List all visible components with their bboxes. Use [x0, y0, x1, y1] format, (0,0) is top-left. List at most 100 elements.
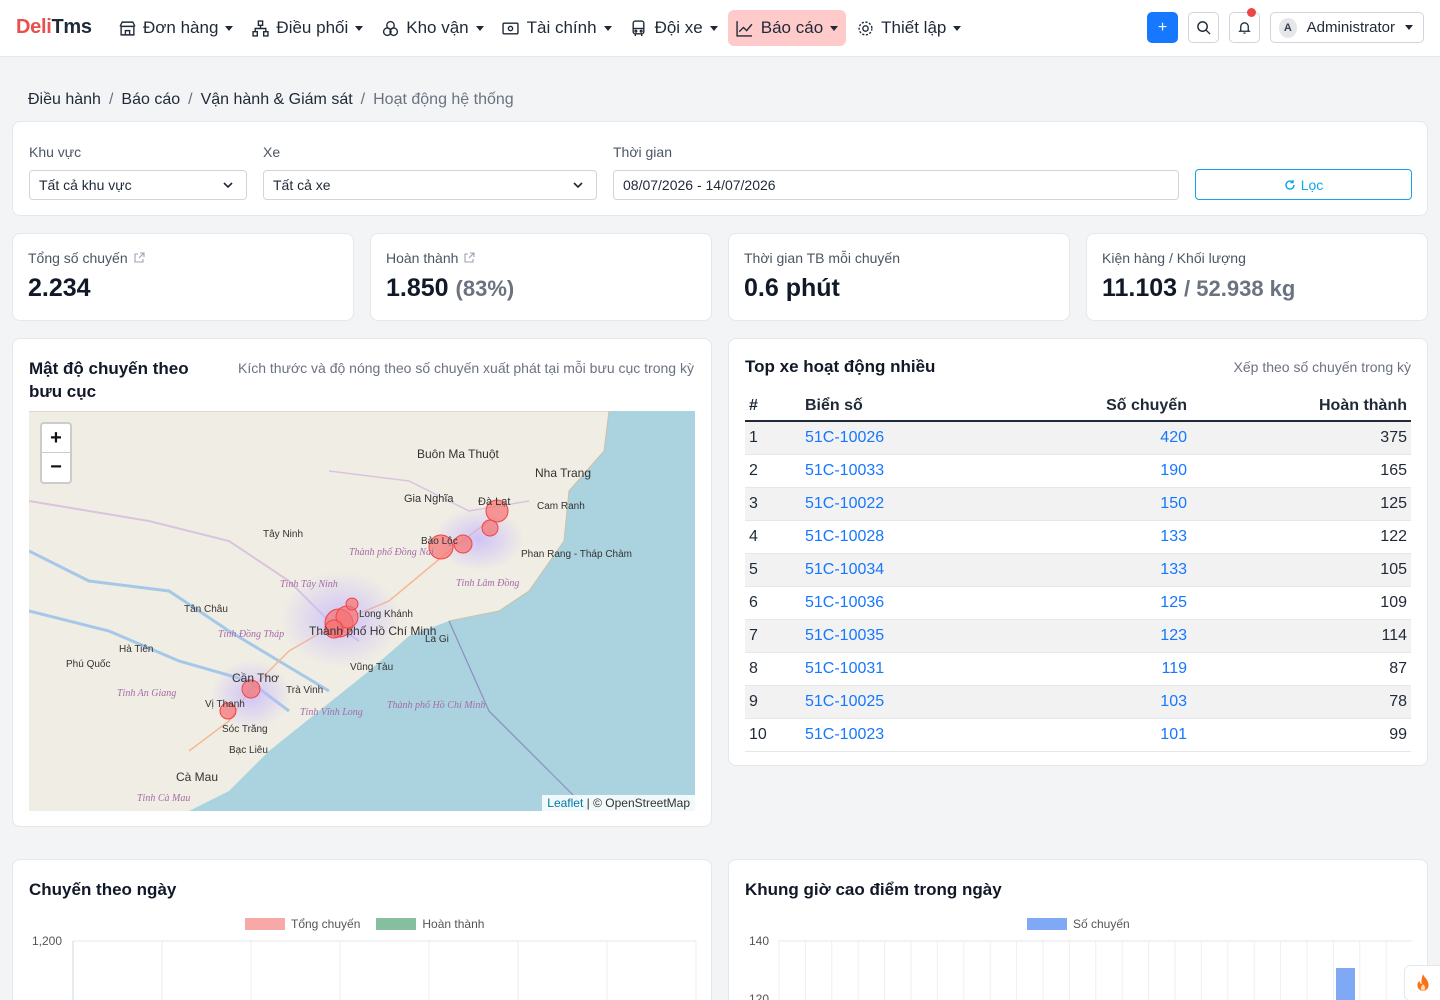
- trips-link[interactable]: 150: [1001, 487, 1191, 521]
- post-office-marker[interactable]: [241, 679, 261, 699]
- date-range-input[interactable]: 08/07/2026 - 14/07/2026: [613, 170, 1179, 200]
- nav-dieu-phoi[interactable]: Điều phối: [243, 10, 371, 46]
- post-office-marker[interactable]: [453, 534, 473, 554]
- kpi-label: Hoàn thành: [386, 250, 475, 266]
- legend-label[interactable]: Tổng chuyến: [291, 917, 361, 931]
- plate-link[interactable]: 51C-10022: [801, 487, 1001, 521]
- bus-icon: [630, 19, 648, 37]
- trips-link[interactable]: 103: [1001, 685, 1191, 719]
- map-card-subtitle: Kích thước và độ nóng theo số chuyến xuấ…: [238, 360, 694, 376]
- plate-link[interactable]: 51C-10025: [801, 685, 1001, 719]
- breadcrumb-item[interactable]: Vận hành & Giám sát: [200, 91, 353, 108]
- filter-button[interactable]: Lọc: [1195, 169, 1412, 200]
- post-office-marker[interactable]: [428, 534, 454, 560]
- osm-attribution[interactable]: | © OpenStreetMap: [586, 796, 690, 810]
- completed-cell: 109: [1191, 586, 1411, 620]
- nav-bao-cao[interactable]: Báo cáo: [727, 10, 847, 46]
- table-row[interactable]: 2 51C-10033 190 165: [745, 454, 1411, 488]
- legend-label[interactable]: Số chuyến: [1073, 917, 1130, 931]
- user-name: Administrator: [1306, 19, 1395, 36]
- table-row[interactable]: 8 51C-10031 119 87: [745, 652, 1411, 686]
- chevron-down-icon: [223, 182, 233, 189]
- nav-label: Báo cáo: [760, 18, 824, 37]
- map-place-label: Trà Vinh: [286, 685, 323, 696]
- nav-kho-van[interactable]: Kho vận: [373, 10, 491, 46]
- plate-link[interactable]: 51C-10031: [801, 652, 1001, 686]
- header-actions: + A Administrator: [1147, 8, 1424, 43]
- external-link-icon[interactable]: [463, 252, 475, 264]
- kpi-value: 2.234: [28, 274, 91, 303]
- sitemap-icon: [251, 19, 269, 37]
- zoom-in-button[interactable]: +: [42, 424, 70, 453]
- post-office-marker[interactable]: [219, 702, 237, 720]
- search-button[interactable]: [1188, 12, 1219, 43]
- heat-map[interactable]: Buôn Ma Thuột Nha Trang Gia Nghĩa Đà Lạt…: [29, 411, 695, 811]
- zoom-out-button[interactable]: −: [50, 456, 62, 478]
- trips-link[interactable]: 420: [1001, 421, 1191, 455]
- rank-cell: 10: [745, 718, 801, 752]
- map-place-label: Cam Ranh: [537, 501, 585, 512]
- table-row[interactable]: 1 51C-10026 420 375: [745, 421, 1411, 455]
- post-office-marker[interactable]: [324, 619, 344, 639]
- post-office-marker[interactable]: [345, 597, 359, 611]
- plate-link[interactable]: 51C-10023: [801, 718, 1001, 752]
- external-link-icon[interactable]: [133, 252, 145, 264]
- column-header: Hoàn thành: [1191, 391, 1411, 422]
- trips-link[interactable]: 119: [1001, 652, 1191, 686]
- post-office-marker[interactable]: [481, 519, 499, 537]
- time-label: Thời gian: [613, 144, 672, 160]
- breadcrumb-separator: /: [108, 91, 114, 108]
- notification-button[interactable]: [1229, 8, 1260, 43]
- kpi-value: 1.850 (83%): [386, 274, 514, 303]
- trips-link[interactable]: 101: [1001, 718, 1191, 752]
- user-menu[interactable]: A Administrator: [1270, 12, 1424, 43]
- nav-don-hang[interactable]: Đơn hàng: [110, 10, 241, 46]
- table-row[interactable]: 9 51C-10025 103 78: [745, 685, 1411, 719]
- plate-link[interactable]: 51C-10036: [801, 586, 1001, 620]
- chart-title: Chuyến theo ngày: [29, 880, 177, 899]
- province-label: Thành phố Đồng Nai: [349, 547, 434, 558]
- trips-link[interactable]: 133: [1001, 520, 1191, 554]
- plate-link[interactable]: 51C-10028: [801, 520, 1001, 554]
- trips-link[interactable]: 125: [1001, 586, 1191, 620]
- leaflet-link[interactable]: Leaflet: [547, 796, 584, 810]
- completed-cell: 165: [1191, 454, 1411, 488]
- breadcrumb-item[interactable]: Điều hành: [28, 91, 101, 108]
- gear-icon: [856, 19, 874, 37]
- table-row[interactable]: 4 51C-10028 133 122: [745, 520, 1411, 554]
- add-button[interactable]: +: [1147, 12, 1178, 43]
- region-select[interactable]: Tất cả khu vực: [29, 170, 247, 200]
- search-icon: [1197, 21, 1211, 35]
- trips-link[interactable]: 190: [1001, 454, 1191, 488]
- plate-link[interactable]: 51C-10033: [801, 454, 1001, 488]
- plate-link[interactable]: 51C-10035: [801, 619, 1001, 653]
- brand-logo[interactable]: DeliTms: [16, 16, 92, 39]
- legend-label[interactable]: Hoàn thành: [422, 917, 485, 931]
- table-row[interactable]: 6 51C-10036 125 109: [745, 586, 1411, 620]
- bar-peak-hour[interactable]: [1336, 968, 1355, 1000]
- trips-link[interactable]: 133: [1001, 553, 1191, 587]
- rank-cell: 8: [745, 652, 801, 686]
- table-row[interactable]: 7 51C-10035 123 114: [745, 619, 1411, 653]
- trips-link[interactable]: 123: [1001, 619, 1191, 653]
- caret-down-icon: [475, 25, 484, 31]
- vehicle-select[interactable]: Tất cả xe: [263, 170, 597, 200]
- map-place-label: Phan Rang - Tháp Chàm: [521, 549, 632, 560]
- nav-tai-chinh[interactable]: Tài chính: [494, 10, 620, 46]
- post-office-marker[interactable]: [485, 499, 509, 523]
- plate-link[interactable]: 51C-10026: [801, 421, 1001, 455]
- filter-button-label: Lọc: [1300, 176, 1324, 193]
- table-row[interactable]: 5 51C-10034 133 105: [745, 553, 1411, 587]
- chevron-down-icon: [573, 182, 583, 189]
- nav-doi-xe[interactable]: Đội xe: [622, 10, 726, 46]
- table-row[interactable]: 3 51C-10022 150 125: [745, 487, 1411, 521]
- top-vehicles-title: Top xe hoạt động nhiều: [745, 357, 936, 376]
- map-card: Mật độ chuyến theo bưu cục Kích thước và…: [12, 338, 712, 827]
- fire-widget-button[interactable]: [1404, 965, 1440, 1000]
- breadcrumb-item[interactable]: Báo cáo: [121, 91, 181, 108]
- table-row[interactable]: 10 51C-10023 101 99: [745, 718, 1411, 752]
- zoom-control: + −: [40, 422, 72, 484]
- filter-card: Khu vực Tất cả khu vực Xe Tất cả xe Thời…: [12, 121, 1428, 216]
- nav-thiet-lap[interactable]: Thiết lập: [848, 10, 969, 46]
- plate-link[interactable]: 51C-10034: [801, 553, 1001, 587]
